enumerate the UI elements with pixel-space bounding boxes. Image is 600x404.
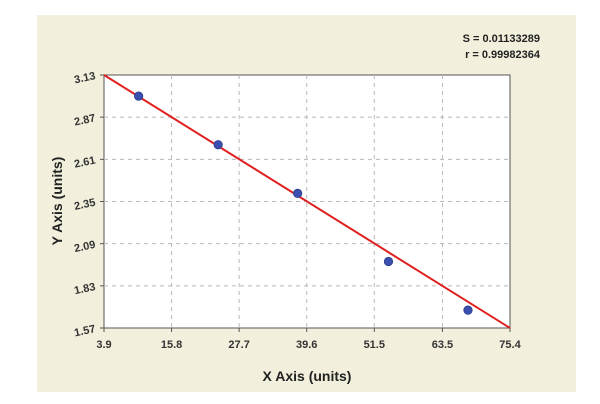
- tick-labels: 3.9 15.8 27.7 39.6 51.5 63.5 75.4 3.13 2.87 2.61 2…: [73, 70, 521, 351]
- fit-line-group: [103, 74, 511, 329]
- regression-line: [103, 74, 511, 329]
- data-point: [463, 305, 473, 315]
- y-tick-label: 2.87: [73, 112, 96, 128]
- y-tick-label: 2.61: [73, 155, 96, 171]
- data-point: [134, 91, 144, 101]
- data-point: [383, 256, 394, 267]
- y-axis-title: Y Axis (units): [49, 157, 65, 246]
- y-tick-label: 3.13: [73, 70, 96, 86]
- x-tick-label: 51.5: [364, 339, 385, 351]
- stat-s-label: S = 0.01133289: [463, 33, 540, 45]
- y-tick-label: 2.09: [73, 239, 96, 255]
- y-tick-label: 1.83: [73, 281, 96, 297]
- y-tick-label: 1.57: [73, 323, 96, 339]
- x-tick-label: 15.8: [161, 339, 182, 351]
- x-tick-label: 3.9: [96, 339, 111, 351]
- x-tick-label: 75.4: [499, 339, 521, 351]
- data-point: [213, 140, 223, 150]
- x-axis-title: X Axis (units): [263, 368, 352, 384]
- stat-r-label: r = 0.99982364: [465, 49, 541, 61]
- data-points: [134, 91, 473, 315]
- x-tick-label: 27.7: [228, 339, 249, 351]
- x-tick-label: 63.5: [432, 339, 453, 351]
- data-point: [293, 188, 303, 198]
- y-tick-label: 2.35: [73, 197, 96, 213]
- x-tick-label: 39.6: [296, 339, 317, 351]
